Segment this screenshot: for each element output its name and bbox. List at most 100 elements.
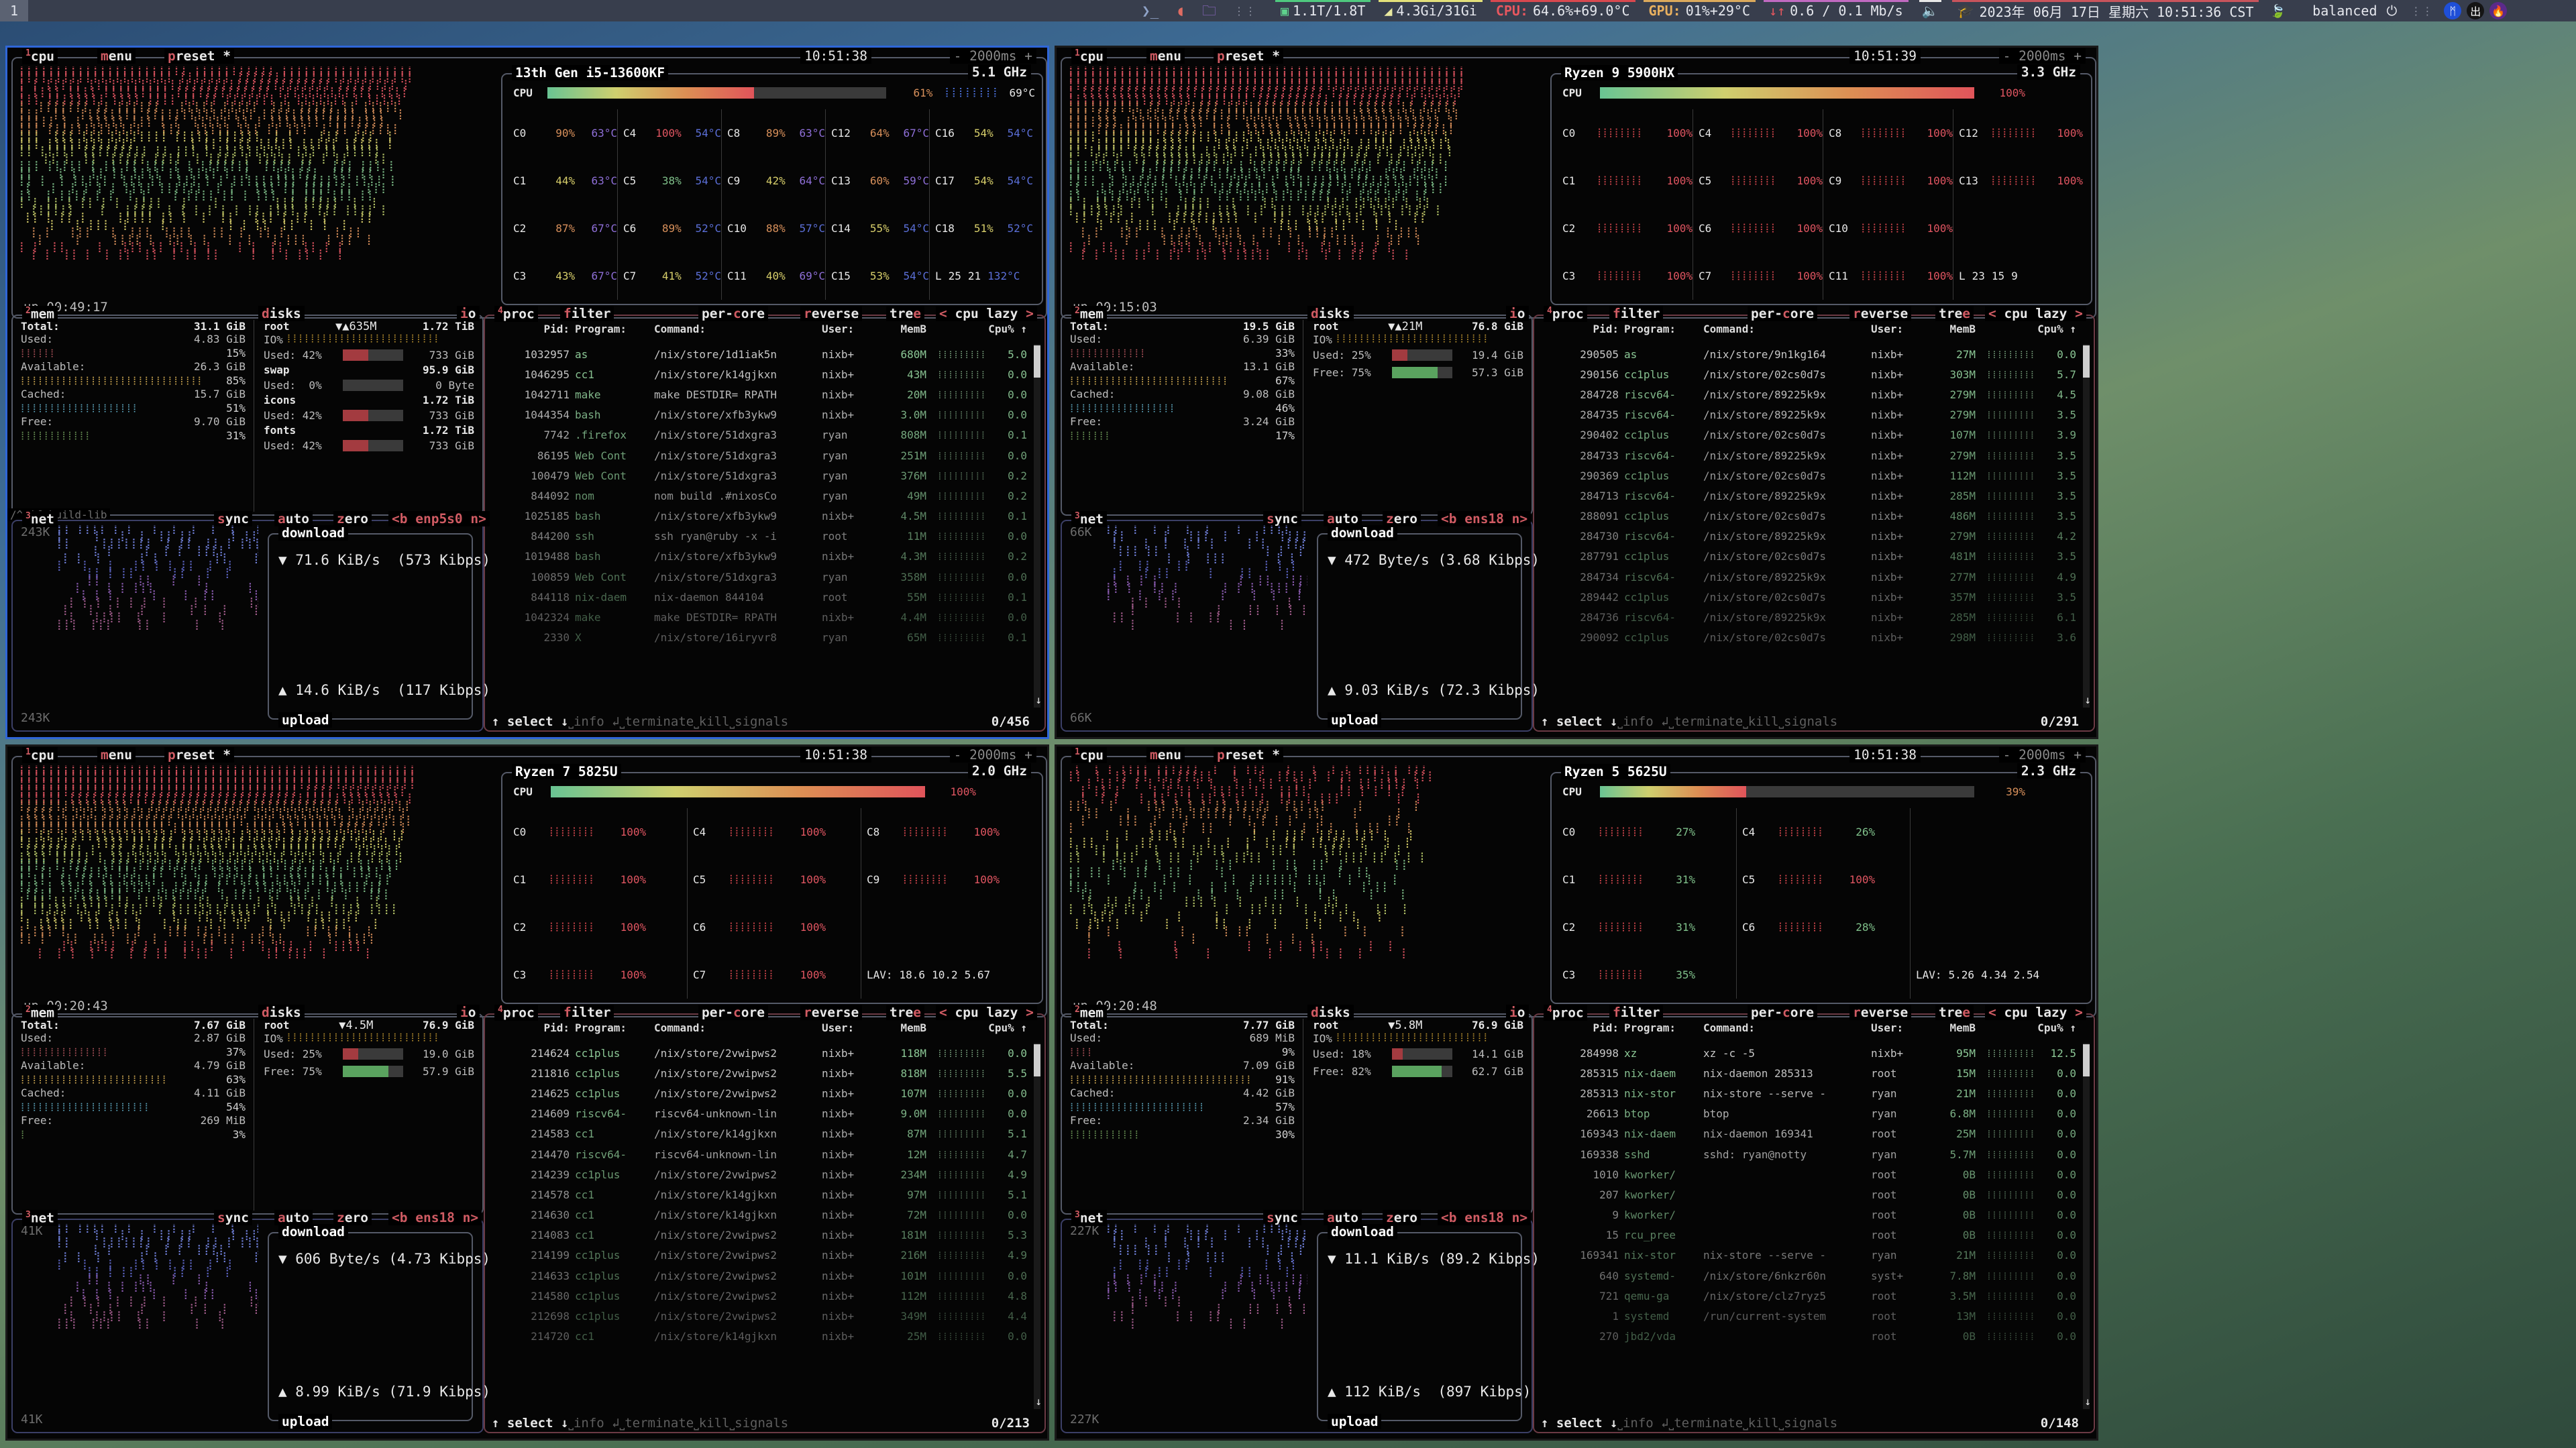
proc-sort-selector[interactable]: < cpu lazy > bbox=[1985, 1005, 2086, 1020]
proc-row[interactable]: 214083 cc1/nix/store/2vwipws2 nixb+ 181M ⡇⡇⡇… bbox=[494, 1225, 1027, 1245]
proc-scrollbar-thumb[interactable] bbox=[1034, 345, 1040, 378]
net-sync-tab[interactable]: sync bbox=[1263, 1210, 1301, 1225]
module-cpu[interactable]: CPU: 64.6%+69.0°C bbox=[1487, 0, 1640, 21]
proc-row[interactable]: 1025185 bash/nix/store/xfb3ykw9 nixb+ 4.5M ⡇… bbox=[494, 506, 1027, 526]
proc-filter-tab[interactable]: filter bbox=[1609, 306, 1664, 321]
proc-scrollbar-thumb[interactable] bbox=[2083, 1044, 2090, 1076]
proc-row[interactable]: 214624 cc1plus/nix/store/2vwipws2 nixb+ 118… bbox=[494, 1043, 1027, 1063]
proc-percore-tab[interactable]: per-core bbox=[1748, 1005, 1817, 1020]
cpu-preset-tab[interactable]: preset * bbox=[164, 747, 234, 763]
proc-row[interactable]: 1042711 make make DESTDIR= RPATH nixb+ 20M ⡇⡇… bbox=[494, 384, 1027, 404]
proc-scrollbar-track[interactable] bbox=[2083, 1043, 2090, 1409]
proc-row[interactable]: 284734 riscv64- /nix/store/89225k9x nixb+ 27… bbox=[1544, 567, 2076, 587]
workspace-indicator[interactable]: 1 bbox=[0, 0, 28, 21]
cpu-box[interactable]: 1cpu menu preset * 10:51:39 - 2000ms + ⡇⡇⡇⡇⡇⡇… bbox=[1061, 48, 2096, 319]
proc-row[interactable]: 270 jbd2/vda root 0B ⡇⡇⡇⡇⡇⡇⡇⡇⡇ 0.0 bbox=[1544, 1327, 2076, 1347]
footer-kill[interactable]: ⎵kill bbox=[1743, 1416, 1779, 1431]
proc-scrollbar-track[interactable] bbox=[2083, 344, 2090, 708]
footer-signals[interactable]: ⎵signals bbox=[729, 714, 789, 729]
proc-filter-tab[interactable]: filter bbox=[560, 1005, 614, 1020]
footer-signals[interactable]: ⎵signals bbox=[1778, 1416, 1838, 1431]
proc-row[interactable]: 9 kworker/root 0B ⡇⡇⡇⡇⡇⡇⡇⡇⡇ 0.0 bbox=[1544, 1205, 2076, 1225]
proc-row[interactable]: 289442 cc1plus/nix/store/02cs0d7s nixb+ 357… bbox=[1544, 587, 2076, 607]
footer-terminate[interactable]: ↲⎵terminate bbox=[1661, 714, 1743, 729]
footer-select-key[interactable]: ↑ select ↓ bbox=[1541, 1416, 1618, 1431]
cpu-menu-tab[interactable]: menu bbox=[97, 747, 136, 763]
tray-drag-handle-icon[interactable]: ⋮⋮ bbox=[2410, 4, 2434, 17]
proc-row[interactable]: 7742 .firefox/nix/store/51dxgra3 ryan 808M ⡇… bbox=[494, 425, 1027, 445]
proc-tree-tab[interactable]: tree bbox=[886, 1005, 924, 1020]
cpu-box[interactable]: 1cpu menu preset * 10:51:38 - 2000ms + ⡇ ⡇ ⡇… bbox=[1061, 747, 2096, 1017]
proc-row[interactable]: 284998 xz xz -c -5 nixb+ 95M ⡇⡇⡇⡇⡇⡇⡇⡇⡇ 12.5 bbox=[1544, 1043, 2076, 1063]
net-interface-selector[interactable]: <b ens18 n> bbox=[1438, 1210, 1532, 1225]
proc-reverse-tab[interactable]: reverse bbox=[1849, 1005, 1912, 1020]
proc-row[interactable]: 169341 nix-stor nix-store --serve - ryan 21M… bbox=[1544, 1245, 2076, 1266]
mem-box[interactable]: 2mem disks io Total: 31.1 GiB Used: 4.83 GiB ⡇⡇… bbox=[7, 306, 484, 521]
cpu-box[interactable]: 1cpu menu preset * 10:51:38 - 2000ms + ⡇⡇⡇⡇⡇⡇… bbox=[11, 747, 1047, 1017]
proc-scroll-down-icon[interactable]: ↓ bbox=[1035, 1395, 1042, 1408]
proc-row[interactable]: 15 rcu_pree root 0B ⡇⡇⡇⡇⡇⡇⡇⡇⡇ 0.0 bbox=[1544, 1225, 2076, 1245]
proc-row[interactable]: 214578 cc1/nix/store/k14gjkxn nixb+ 97M ⡇⡇⡇⡇… bbox=[494, 1184, 1027, 1205]
proc-row[interactable]: 214199 cc1plus/nix/store/2vwipws2 nixb+ 216… bbox=[494, 1245, 1027, 1266]
firefox-icon[interactable]: ◖ bbox=[1176, 2, 1185, 19]
proc-row[interactable]: 844092 nom nom build .#nixosCo ryan 49M ⡇⡇⡇⡇⡇… bbox=[494, 486, 1027, 506]
proc-scroll-down-icon[interactable]: ↓ bbox=[2084, 693, 2091, 706]
net-auto-tab[interactable]: auto bbox=[1324, 511, 1362, 526]
terminal-icon[interactable]: ❯_ bbox=[1142, 2, 1159, 19]
footer-terminate[interactable]: ↲⎵terminate bbox=[1661, 1416, 1743, 1431]
footer-info[interactable]: ⎵info bbox=[568, 1416, 604, 1431]
proc-reverse-tab[interactable]: reverse bbox=[1849, 306, 1912, 321]
proc-row[interactable]: 844118 nix-daem nix-daemon 844104 root 55M ⡇⡇… bbox=[494, 587, 1027, 607]
proc-row[interactable]: 214239 cc1plus/nix/store/2vwipws2 nixb+ 234… bbox=[494, 1164, 1027, 1184]
proc-scrollbar-thumb[interactable] bbox=[1034, 1044, 1040, 1076]
download-icon[interactable]: 出 bbox=[2467, 2, 2485, 19]
proc-filter-tab[interactable]: filter bbox=[560, 306, 614, 321]
proc-row[interactable]: 214633 cc1plus/nix/store/2vwipws2 nixb+ 101… bbox=[494, 1266, 1027, 1286]
proc-row[interactable]: 207 kworker/root 0B ⡇⡇⡇⡇⡇⡇⡇⡇⡇ 0.0 bbox=[1544, 1184, 2076, 1205]
proc-row[interactable]: 211816 cc1plus/nix/store/2vwipws2 nixb+ 818… bbox=[494, 1063, 1027, 1083]
proc-row[interactable]: 26613 btop btop ryan 6.8M ⡇⡇⡇⡇⡇⡇⡇⡇⡇ 0.0 bbox=[1544, 1104, 2076, 1124]
footer-info[interactable]: ⎵info bbox=[1617, 1416, 1654, 1431]
proc-row[interactable]: 284736 riscv64- /nix/store/89225k9x nixb+ 28… bbox=[1544, 607, 2076, 627]
firewall-icon[interactable]: 🔥 bbox=[2489, 2, 2508, 19]
proc-row[interactable]: 285315 nix-daem nix-daemon 285313 root 15M ⡇⡇… bbox=[1544, 1063, 2076, 1083]
proc-row[interactable]: 285313 nix-stor nix-store --serve - ryan 21M… bbox=[1544, 1083, 2076, 1103]
module-memory[interactable]: ◢ 4.3Gi/31Gi bbox=[1375, 0, 1486, 21]
footer-signals[interactable]: ⎵signals bbox=[729, 1416, 789, 1431]
proc-row[interactable]: 284713 riscv64- /nix/store/89225k9x nixb+ 28… bbox=[1544, 486, 2076, 506]
cpu-menu-tab[interactable]: menu bbox=[1146, 747, 1185, 763]
net-interface-selector[interactable]: <b ens18 n> bbox=[388, 1210, 482, 1225]
mem-box[interactable]: 2mem disks io Total: 7.67 GiB Used: 2.87 GiB ⡇⡇… bbox=[11, 1005, 484, 1215]
proc-row[interactable]: 2330 X/nix/store/16iryvr8 ryan 65M ⡇⡇⡇⡇⡇⡇⡇⡇⡇… bbox=[494, 628, 1027, 648]
proc-row[interactable]: 214609 riscv64- riscv64-unknown-lin nixb+ 9.… bbox=[494, 1104, 1027, 1124]
cpu-preset-tab[interactable]: preset * bbox=[1214, 48, 1283, 64]
proc-sort-selector[interactable]: < cpu lazy > bbox=[936, 306, 1037, 321]
power-profile-label[interactable]: balanced bbox=[2312, 3, 2377, 19]
proc-box[interactable]: 4proc filter per-core reverse tree < cpu lazy… bbox=[1533, 1005, 2095, 1433]
proc-percore-tab[interactable]: per-core bbox=[698, 306, 768, 321]
footer-info[interactable]: ⎵info bbox=[1617, 714, 1654, 729]
net-box[interactable]: 3net sync auto zero <b ens18 n> 41K 41K ⡇⡇ ⡇⡇⡇⡇… bbox=[11, 1210, 490, 1433]
proc-row[interactable]: 290092 cc1plus/nix/store/02cs0d7s nixb+ 298… bbox=[1544, 628, 2076, 648]
footer-terminate[interactable]: ↲⎵terminate bbox=[612, 1416, 694, 1431]
files-icon[interactable]: 🗀 bbox=[1201, 2, 1216, 19]
proc-tree-tab[interactable]: tree bbox=[1935, 1005, 1974, 1020]
cpu-interval[interactable]: - 2000ms + bbox=[1998, 747, 2086, 763]
net-zero-tab[interactable]: zero bbox=[1383, 1210, 1421, 1225]
proc-row[interactable]: 169343 nix-daem nix-daemon 169341 root 25M ⡇⡇… bbox=[1544, 1124, 2076, 1144]
module-disk[interactable]: ▣ 1.1T/1.8T bbox=[1271, 0, 1375, 21]
proc-row[interactable]: 100859 Web Cont/nix/store/51dxgra3 ryan 358… bbox=[494, 567, 1027, 587]
module-gpu[interactable]: GPU: 01%+29°C bbox=[1640, 0, 1760, 21]
module-network[interactable]: ↓↑ 0.6 / 0.1 Mb/s bbox=[1760, 0, 1913, 21]
module-volume[interactable]: 🔈 bbox=[1913, 0, 1948, 21]
proc-scrollbar-track[interactable] bbox=[1034, 1043, 1040, 1409]
footer-select-key[interactable]: ↑ select ↓ bbox=[492, 1416, 569, 1431]
net-sync-tab[interactable]: sync bbox=[214, 511, 252, 526]
proc-row[interactable]: 284733 riscv64- /nix/store/89225k9x nixb+ 27… bbox=[1544, 445, 2076, 465]
footer-signals[interactable]: ⎵signals bbox=[1778, 714, 1838, 729]
proc-row[interactable]: 100479 Web Cont/nix/store/51dxgra3 ryan 376… bbox=[494, 465, 1027, 486]
net-zero-tab[interactable]: zero bbox=[333, 511, 372, 526]
proc-percore-tab[interactable]: per-core bbox=[1748, 306, 1817, 321]
net-auto-tab[interactable]: auto bbox=[274, 1210, 313, 1225]
proc-scrollbar-thumb[interactable] bbox=[2083, 345, 2090, 378]
